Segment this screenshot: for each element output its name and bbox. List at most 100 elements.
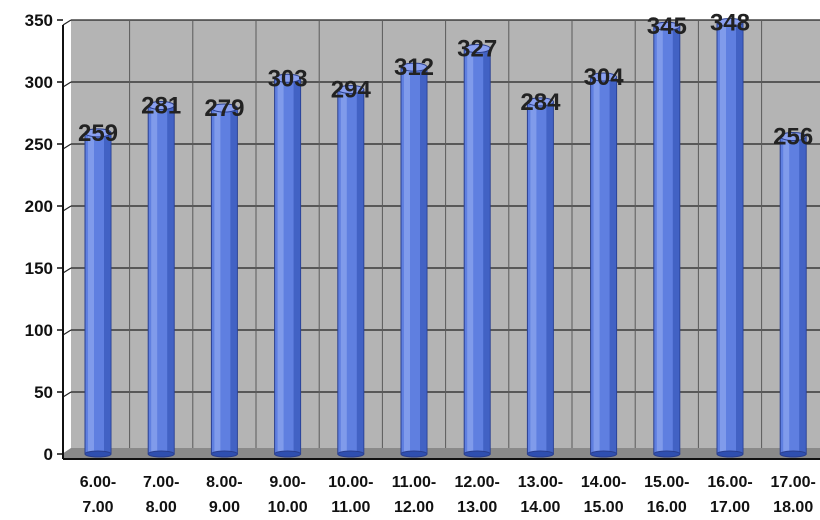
bar-base [147,450,175,458]
x-tick-label: 13.00- [518,474,563,491]
data-label: 284 [520,89,561,116]
bar-base [463,450,491,458]
bars [84,17,807,458]
bar-base [716,450,744,458]
x-tick-label: 18.00 [773,499,813,516]
x-tick-label: 14.00 [520,499,560,516]
bar-cap [526,97,554,107]
bar-base [779,450,807,458]
x-tick-label: 10.00 [268,499,308,516]
bar-cap [84,128,112,138]
bar-shade [546,101,554,454]
x-tick-label: 10.00- [328,474,373,491]
bar-base [653,450,681,458]
bar-shade [672,26,680,454]
bar [779,132,807,458]
bar-highlight [151,105,158,454]
bar-highlight [656,26,663,454]
x-tick-label: 13.00 [457,499,497,516]
data-label: 259 [78,120,118,147]
data-label: 279 [204,95,244,122]
bar-cap [210,103,238,113]
bar-base [274,450,302,458]
bar [337,84,365,458]
data-label: 327 [457,36,497,63]
y-tick-label: 250 [25,135,53,154]
y-tick-label: 50 [34,383,53,402]
bar-base [337,450,365,458]
bar [590,72,618,458]
x-tick-label: 17.00 [710,499,750,516]
bar-shade [609,77,617,454]
bar [653,21,681,458]
x-tick-label: 15.00- [644,474,689,491]
gridline-depth [62,143,72,150]
x-tick-label: 8.00 [146,499,177,516]
x-tick-label: 12.00 [394,499,434,516]
bar-shade [799,136,807,454]
x-axis-labels: 6.00- 7.00 7.00- 8.00 8.00- 9.00 9.00- 10.00 10.… [80,474,816,516]
x-tick-label: 11.00 [331,499,370,516]
x-tick-label: 7.00 [82,499,113,516]
bar [210,103,238,458]
bar-highlight [467,48,474,455]
bar-highlight [340,89,347,454]
bar-shade [356,89,364,454]
y-tick-label: 350 [25,11,53,30]
x-tick-label: 16.00- [707,474,752,491]
x-tick-label: 11.00- [392,474,436,491]
bar [463,44,491,458]
bar-cap [590,72,618,82]
data-label: 304 [584,64,625,91]
bar-shade [167,105,175,454]
bar-shade [736,22,743,454]
bar-cap [274,73,302,83]
bar-base [590,450,618,458]
bar [400,62,428,458]
bar [526,97,554,458]
data-label: 312 [394,54,434,81]
bar-cap [400,62,428,72]
data-label: 294 [331,76,372,103]
bar-base [400,450,428,458]
data-label: 345 [647,13,687,40]
bar-highlight [783,136,790,454]
x-tick-label: 16.00 [647,499,687,516]
x-tick-label: 17.00- [771,474,816,491]
bar-highlight [530,101,537,454]
y-axis-ticks: 0 50 100 150 200 250 300 350 [25,11,63,464]
bar [84,128,112,458]
gridline-depth [62,329,72,336]
data-label: 348 [710,9,750,36]
bar-base [84,450,112,458]
plot-floor [62,448,820,458]
x-tick-label: 15.00 [584,499,624,516]
bar-highlight [277,78,284,454]
bar-highlight [88,132,94,454]
bar [274,73,302,458]
gridline-depth [62,81,72,88]
gridline-depth [62,267,72,274]
data-labels: 259 281 279 303 294 312 327 284 304 345 348 256 [78,9,813,150]
bar-highlight [214,108,221,454]
bar-highlight [720,22,726,454]
data-label: 281 [141,93,181,120]
x-tick-label: 6.00- [80,474,116,491]
bar-shade [104,132,111,454]
bar-cap [463,44,491,54]
gridline-depth [62,391,72,398]
y-tick-label: 150 [25,259,53,278]
y-tick-label: 0 [44,445,53,464]
axes [62,25,820,460]
x-tick-label: 9.00 [209,499,240,516]
gridlines [62,19,820,448]
x-tick-label: 8.00- [206,474,242,491]
y-tick-label: 200 [25,197,53,216]
bar-shade [420,67,427,455]
gridline-depth [62,205,72,212]
x-tick-label: 7.00- [143,474,179,491]
gridline-depth [62,19,72,26]
bar-shade [483,48,491,455]
bar-cap [716,17,744,27]
